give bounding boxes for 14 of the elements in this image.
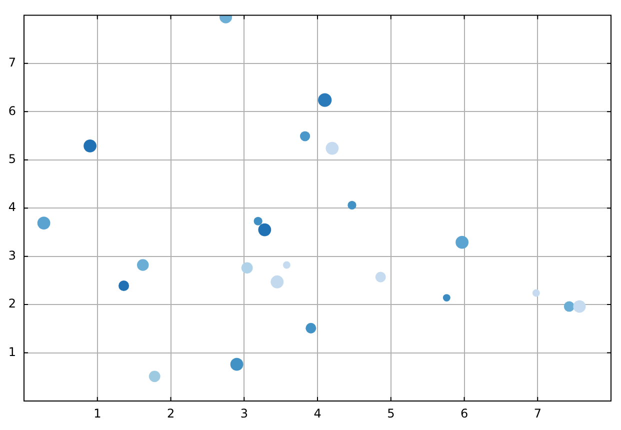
x-tick-label: 6 <box>460 406 468 420</box>
x-tick-label: 3 <box>240 406 248 420</box>
x-tick-label: 5 <box>387 406 395 420</box>
x-tick-label: 1 <box>94 406 102 420</box>
y-tick-label: 4 <box>8 200 16 214</box>
y-tick-label: 3 <box>8 248 16 262</box>
y-tick-label: 7 <box>8 56 16 70</box>
y-tick-label: 5 <box>8 152 16 166</box>
x-tick-label: 2 <box>166 406 175 420</box>
y-tick-label: 2 <box>8 296 16 311</box>
x-tick-label: 7 <box>534 406 542 420</box>
y-tick-label: 1 <box>8 344 16 359</box>
x-tick-label: 4 <box>314 406 322 420</box>
y-tick-label: 6 <box>8 104 16 118</box>
